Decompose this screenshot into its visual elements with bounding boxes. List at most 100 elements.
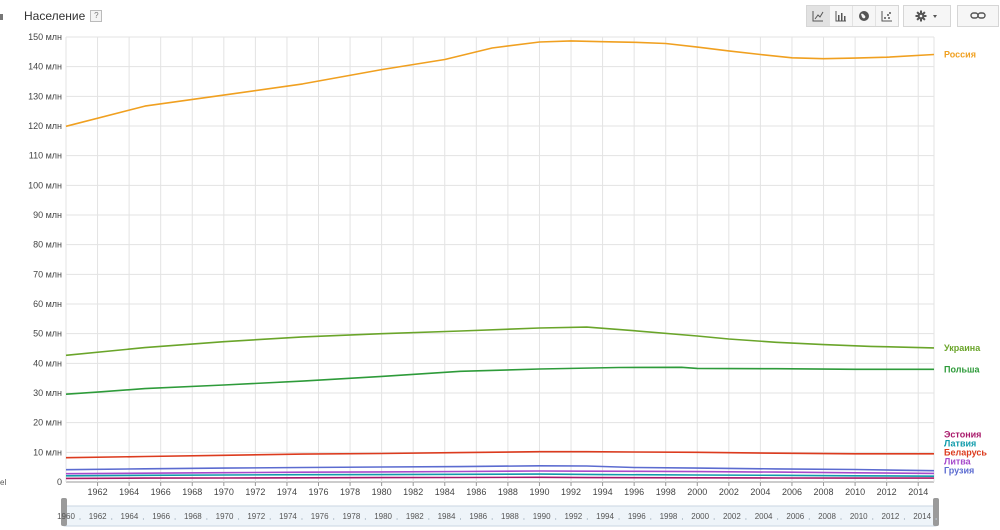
y-tick-label: 110 млн (29, 151, 62, 161)
y-tick-label: 140 млн (28, 62, 62, 72)
y-tick-label: 90 млн (33, 210, 62, 220)
x-tick-label: 1980 (372, 487, 392, 497)
timeline-tick-label: 1990 (533, 512, 551, 521)
series-line (65, 450, 934, 459)
y-tick-label: 60 млн (33, 299, 62, 309)
settings-button[interactable] (904, 6, 950, 26)
series-line (65, 465, 935, 472)
x-tick-label: 2006 (782, 487, 802, 497)
left-panel-edge (0, 14, 3, 20)
y-tick-label: 50 млн (33, 329, 62, 339)
series-line (65, 40, 935, 128)
map-button[interactable] (853, 6, 876, 26)
series-line (65, 473, 935, 477)
settings-toolbar (903, 5, 951, 27)
timeline-tick-label: 1962 (89, 512, 107, 521)
timeline-tick-label: 2006 (786, 512, 804, 521)
series-end-label: Украина (944, 343, 981, 353)
timeline-tick-label: 1996 (628, 512, 646, 521)
timeline-tick-label: 2014 (913, 512, 931, 521)
timeline-tick-label: 1984 (438, 512, 456, 521)
x-tick-label: 1996 (624, 487, 644, 497)
series-end-label: Беларусь (944, 448, 987, 458)
series-line (65, 476, 934, 480)
x-tick-label: 2002 (719, 487, 739, 497)
timeline-left-handle[interactable] (61, 498, 67, 526)
timeline-tick-label: 1966 (152, 512, 170, 521)
timeline-tick-label: 1980 (374, 512, 392, 521)
timeline-tick-label: 2008 (818, 512, 836, 521)
x-tick-label: 2008 (814, 487, 834, 497)
x-tick-label: 2012 (877, 487, 897, 497)
x-tick-label: 1972 (245, 487, 265, 497)
series-end-label: Литва (944, 457, 972, 467)
bar-chart-icon (835, 11, 846, 22)
x-tick-label: 2004 (750, 487, 770, 497)
series-line (65, 326, 935, 357)
x-tick-label: 1982 (403, 487, 423, 497)
x-tick-label: 1984 (435, 487, 455, 497)
chevron-down-icon (933, 15, 937, 18)
timeline-tick-label: 1982 (406, 512, 424, 521)
timeline-tick-label: 2002 (723, 512, 741, 521)
y-tick-label: 0 (57, 477, 62, 487)
scatter-chart-icon (881, 11, 892, 22)
link-button[interactable] (958, 6, 998, 26)
x-tick-label: 1964 (119, 487, 139, 497)
timeline-tick-label: 1974 (279, 512, 297, 521)
timeline-tick-label: 1972 (247, 512, 265, 521)
x-tick-label: 2000 (687, 487, 707, 497)
y-tick-label: 10 млн (33, 447, 62, 457)
timeline-tick-label: 1970 (216, 512, 234, 521)
y-tick-label: 120 млн (28, 121, 62, 131)
timeline-tick-label: 1976 (311, 512, 329, 521)
timeline-tick-label: 1992 (564, 512, 582, 521)
y-tick-label: 20 млн (33, 418, 62, 428)
chart-title-bar: Население ? (24, 9, 103, 23)
x-tick-label: 2014 (908, 487, 928, 497)
x-tick-label: 1968 (182, 487, 202, 497)
y-tick-label: 100 млн (28, 180, 62, 190)
y-tick-label: 30 млн (33, 388, 62, 398)
series-end-label: Польша (944, 364, 980, 374)
x-tick-label: 1976 (308, 487, 328, 497)
series-end-label: Латвия (944, 439, 976, 449)
timeline-tick-label: 1964 (121, 512, 139, 521)
x-tick-label: 1994 (593, 487, 613, 497)
x-tick-label: 2010 (845, 487, 865, 497)
x-tick-label: 1986 (466, 487, 486, 497)
series-end-label: Эстония (944, 430, 981, 440)
line-chart-button[interactable] (807, 6, 830, 26)
series-line (65, 470, 935, 475)
page-title: Население (24, 9, 86, 23)
line-chart-icon (812, 11, 824, 22)
timeline-tick-label: 1988 (501, 512, 519, 521)
x-tick-label: 1992 (561, 487, 581, 497)
y-tick-label: 40 млн (33, 358, 62, 368)
x-tick-label: 1970 (214, 487, 234, 497)
y-tick-label: 70 млн (33, 269, 62, 279)
bar-chart-button[interactable] (830, 6, 853, 26)
x-tick-label: 1966 (151, 487, 171, 497)
x-tick-label: 1990 (529, 487, 549, 497)
y-tick-label: 150 млн (28, 32, 62, 42)
series-line (65, 366, 934, 395)
x-tick-label: 1978 (340, 487, 360, 497)
x-tick-label: 1974 (277, 487, 297, 497)
y-tick-label: 80 млн (33, 240, 62, 250)
timeline-tick-label: 1978 (342, 512, 360, 521)
timeline-tick-label: 1994 (596, 512, 614, 521)
timeline-right-handle[interactable] (933, 498, 939, 526)
chart-type-toolbar (806, 5, 899, 27)
timeline-tick-label: 2012 (882, 512, 900, 521)
gear-icon (915, 10, 937, 22)
y-tick-label: 130 млн (28, 91, 62, 101)
help-icon[interactable]: ? (90, 10, 103, 22)
link-icon (970, 12, 986, 19)
timeline-tick-label: 1968 (184, 512, 202, 521)
x-tick-label: 1988 (498, 487, 518, 497)
scatter-chart-button[interactable] (876, 6, 898, 26)
timeline-tick-label: 1960 (57, 512, 75, 521)
left-panel-edge-label: el (0, 478, 7, 487)
